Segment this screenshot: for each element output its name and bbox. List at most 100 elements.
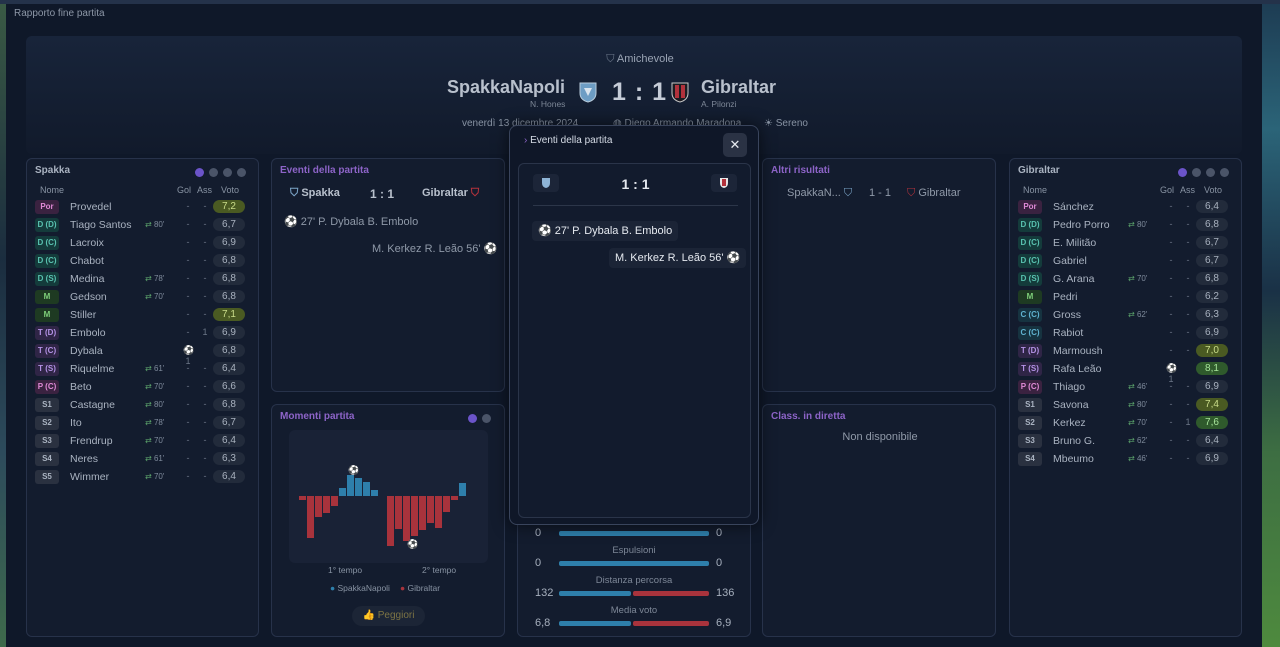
first-half-label: 1° tempo xyxy=(328,565,363,575)
rating-badge: 7,4 xyxy=(1196,398,1228,411)
position-badge: S2 xyxy=(35,416,59,430)
modal-event-away[interactable]: M. Kerkez R. Leão 56' ⚽ xyxy=(609,248,747,268)
player-row[interactable]: M Stiller - - 7,1 xyxy=(35,307,247,324)
player-row[interactable]: C (C) Gross ⇄ 62' - - 6,3 xyxy=(1018,307,1230,324)
modal-event-home[interactable]: ⚽ 27' P. Dybala B. Embolo xyxy=(532,221,679,241)
player-name: Pedri xyxy=(1053,291,1078,303)
goals: - xyxy=(186,381,190,391)
player-name: Riquelme xyxy=(70,363,115,375)
modal-score: 1 : 1 xyxy=(621,176,650,192)
away-bar xyxy=(395,496,402,529)
player-row[interactable]: D (D) Tiago Santos ⇄ 80' - - 6,7 xyxy=(35,217,247,234)
substitution: ⇄ 70' xyxy=(145,292,165,301)
player-row[interactable]: T (D) Marmoush - - 7,0 xyxy=(1018,343,1230,360)
player-row[interactable]: D (S) G. Arana ⇄ 70' - - 6,8 xyxy=(1018,271,1230,288)
home-bar xyxy=(347,475,354,496)
sun-icon: ☀ xyxy=(764,118,776,129)
player-row[interactable]: M Gedson ⇄ 70' - - 6,8 xyxy=(35,289,247,306)
assists: - xyxy=(1186,345,1190,355)
view-toggle xyxy=(1178,168,1229,177)
player-row[interactable]: S5 Wimmer ⇄ 70' - - 6,4 xyxy=(35,469,247,486)
view-dot-4[interactable] xyxy=(1220,168,1229,177)
sub-arrow-icon: ⇄ xyxy=(1128,382,1137,391)
home-crest-icon xyxy=(542,178,550,188)
view-dot-3[interactable] xyxy=(1206,168,1215,177)
momentum-chart: ⚽ ⚽ xyxy=(289,430,488,563)
assists: - xyxy=(1186,237,1190,247)
view-dot-3[interactable] xyxy=(223,168,232,177)
worst-button[interactable]: 👍 Peggiori xyxy=(352,606,425,626)
goals: - xyxy=(1169,345,1173,355)
stat-label: Distanza percorsa xyxy=(595,575,673,586)
ball-icon: ⚽ xyxy=(538,225,555,237)
position-badge: P (C) xyxy=(35,380,59,394)
player-row[interactable]: D (C) Chabot - - 6,8 xyxy=(35,253,247,270)
player-row[interactable]: S2 Ito ⇄ 78' - - 6,7 xyxy=(35,415,247,432)
position-badge: M xyxy=(35,308,59,322)
player-row[interactable]: S3 Frendrup ⇄ 70' - - 6,4 xyxy=(35,433,247,450)
player-name: Rafa Leão xyxy=(1053,363,1102,375)
view-dot-2[interactable] xyxy=(209,168,218,177)
player-row[interactable]: S3 Bruno G. ⇄ 62' - - 6,4 xyxy=(1018,433,1230,450)
player-name: Stiller xyxy=(70,309,97,321)
rating-badge: 6,7 xyxy=(1196,236,1228,249)
player-row[interactable]: T (S) Riquelme ⇄ 61' - - 6,4 xyxy=(35,361,247,378)
position-badge: T (D) xyxy=(1018,344,1042,358)
position-badge: T (S) xyxy=(35,362,59,376)
close-button[interactable]: ✕ xyxy=(723,133,747,157)
player-row[interactable]: S4 Mbeumo ⇄ 46' - - 6,9 xyxy=(1018,451,1230,468)
player-name: Gross xyxy=(1053,309,1082,321)
position-badge: Por xyxy=(35,200,59,214)
player-row[interactable]: T (S) Rafa Leão ⚽1 8,1 xyxy=(1018,361,1230,384)
player-row[interactable]: D (C) Lacroix - - 6,9 xyxy=(35,235,247,252)
sub-arrow-icon: ⇄ xyxy=(1128,220,1137,229)
player-row[interactable]: T (C) Dybala ⚽1 6,8 xyxy=(35,343,247,366)
away-bar xyxy=(427,496,434,523)
goals: - xyxy=(1169,237,1173,247)
goals: - xyxy=(1169,309,1173,319)
goals: - xyxy=(186,237,190,247)
player-name: Ito xyxy=(70,417,82,429)
player-row[interactable]: D (D) Pedro Porro ⇄ 80' - - 6,8 xyxy=(1018,217,1230,234)
rating-badge: 6,7 xyxy=(1196,254,1228,267)
player-row[interactable]: Por Sánchez - - 6,4 xyxy=(1018,199,1230,216)
player-name: Embolo xyxy=(70,327,106,339)
rating-badge: 7,6 xyxy=(1196,416,1228,429)
player-row[interactable]: C (C) Rabiot - - 6,9 xyxy=(1018,325,1230,342)
position-badge: T (C) xyxy=(35,344,59,358)
view-dot-4[interactable] xyxy=(237,168,246,177)
player-row[interactable]: S1 Savona ⇄ 80' - - 7,4 xyxy=(1018,397,1230,414)
view-dot-1[interactable] xyxy=(195,168,204,177)
position-badge: D (D) xyxy=(35,218,59,232)
player-row[interactable]: P (C) Thiago ⇄ 46' - - 6,9 xyxy=(1018,379,1230,396)
ball-icon: ⚽ xyxy=(480,243,498,255)
position-badge: C (C) xyxy=(1018,326,1042,340)
assists: - xyxy=(203,273,207,283)
moments-dot-1[interactable] xyxy=(468,414,477,423)
player-row[interactable]: S1 Castagne ⇄ 80' - - 6,8 xyxy=(35,397,247,414)
player-row[interactable]: S2 Kerkez ⇄ 70' - 1 7,6 xyxy=(1018,415,1230,432)
player-row[interactable]: P (C) Beto ⇄ 70' - - 6,6 xyxy=(35,379,247,396)
away-bar xyxy=(419,496,426,530)
player-row[interactable]: T (D) Embolo - 1 6,9 xyxy=(35,325,247,342)
player-row[interactable]: M Pedri - - 6,2 xyxy=(1018,289,1230,306)
player-row[interactable]: Por Provedel - - 7,2 xyxy=(35,199,247,216)
assists: - xyxy=(203,435,207,445)
position-badge: S4 xyxy=(1018,452,1042,466)
substitution: ⇄ 80' xyxy=(145,220,165,229)
goals: - xyxy=(186,417,190,427)
sub-arrow-icon: ⇄ xyxy=(145,472,154,481)
goals: - xyxy=(1169,219,1173,229)
player-row[interactable]: D (C) E. Militão - - 6,7 xyxy=(1018,235,1230,252)
rating-badge: 6,8 xyxy=(213,272,245,285)
player-row[interactable]: S4 Neres ⇄ 61' - - 6,3 xyxy=(35,451,247,468)
player-row[interactable]: D (C) Gabriel - - 6,7 xyxy=(1018,253,1230,270)
assists: - xyxy=(1186,435,1190,445)
view-dot-2[interactable] xyxy=(1192,168,1201,177)
player-name: Gedson xyxy=(70,291,107,303)
moments-dot-2[interactable] xyxy=(482,414,491,423)
stat-home-value: 132 xyxy=(535,587,554,599)
view-dot-1[interactable] xyxy=(1178,168,1187,177)
assists: - xyxy=(203,291,207,301)
player-row[interactable]: D (S) Medina ⇄ 78' - - 6,8 xyxy=(35,271,247,288)
